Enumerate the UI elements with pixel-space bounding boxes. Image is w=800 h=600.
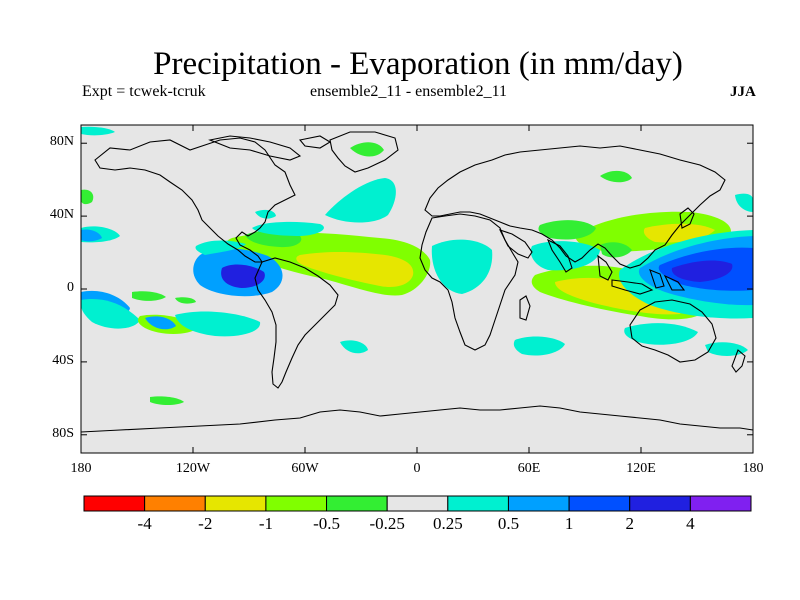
colorbar-swatch xyxy=(83,495,146,512)
contour-africa-cyan xyxy=(431,239,493,294)
contour-india-green xyxy=(600,242,632,258)
contour-south-pacific-green-small-2 xyxy=(175,297,196,304)
lat-label: 40S xyxy=(52,352,74,368)
coast-south-america xyxy=(254,257,339,389)
coast-africa xyxy=(419,213,519,351)
experiment-label: Expt = tcwek-tcruk xyxy=(82,83,206,100)
contour-europe-cyan xyxy=(255,209,276,219)
contour-south-pacific-cyan xyxy=(81,299,140,329)
colorbar-swatch xyxy=(144,495,206,512)
contour-south-pacific-light-blue-2 xyxy=(145,316,176,330)
colorbar-swatch xyxy=(204,495,267,512)
coast-japan xyxy=(679,207,695,229)
lat-label: 0 xyxy=(67,280,74,295)
colorbar-label: 4 xyxy=(686,514,695,533)
colorbar-label: -1 xyxy=(258,514,273,533)
colorbar-swatch xyxy=(568,495,631,512)
contour-west-pacific-deep-blue xyxy=(671,260,733,282)
lon-label: 180 xyxy=(70,461,92,476)
coast-greenland xyxy=(329,131,399,173)
lat-label: 80S xyxy=(52,425,74,441)
colorbar-label: -0.5 xyxy=(313,514,340,533)
contour-nw-pacific-green xyxy=(600,170,632,183)
contour-fields xyxy=(81,126,753,405)
colorbar-label: 0.5 xyxy=(497,514,520,533)
contour-north-atlantic-cyan xyxy=(325,178,396,223)
contour-south-atlantic-green xyxy=(150,396,184,405)
colorbar-label: 2 xyxy=(625,514,634,533)
coast-antarctica xyxy=(81,405,753,433)
coast-madagascar xyxy=(519,295,531,321)
ensemble-label: ensemble2_11 - ensemble2_11 xyxy=(310,83,507,100)
lat-label: 80N xyxy=(49,134,74,150)
coast-se-asia xyxy=(597,254,686,295)
colorbar-swatch xyxy=(507,495,570,512)
longitude-ticks xyxy=(80,125,754,453)
plot-title: Precipitation - Evaporation (in mm/day) xyxy=(153,46,683,82)
coast-new-zealand xyxy=(731,349,746,373)
contour-left-edge-green xyxy=(81,189,94,205)
colorbar-label: 0.25 xyxy=(432,514,463,533)
contour-subtropical-cyan xyxy=(252,221,324,236)
contour-east-pacific-cyan-ring xyxy=(195,240,246,255)
contour-top-left-cyan xyxy=(81,126,115,136)
colorbar-swatch xyxy=(265,495,328,512)
contour-far-right-cyan xyxy=(735,193,753,212)
colorbar-swatch xyxy=(326,495,388,512)
contour-east-pacific-blue xyxy=(221,264,265,288)
latitude-ticks xyxy=(81,142,753,436)
colorbar-swatch xyxy=(447,495,509,512)
contour-south-pacific-cyan-2 xyxy=(175,311,261,337)
colorbar-swatch xyxy=(689,495,752,512)
lon-label: 180 xyxy=(742,461,764,476)
colorbar-swatch xyxy=(629,495,691,512)
contour-indian-ocean-cyan xyxy=(513,336,565,356)
colorbar-swatch xyxy=(386,495,449,512)
colorbar-label: -4 xyxy=(137,514,152,533)
colorbar-label: 1 xyxy=(564,514,574,533)
contour-left-edge-blue-north xyxy=(81,229,102,242)
season-label: JJA xyxy=(730,84,756,100)
coast-arabia-india xyxy=(498,229,573,273)
contour-south-america-cyan xyxy=(340,340,368,354)
contour-bay-bengal-green xyxy=(538,220,596,240)
colorbar xyxy=(83,495,752,512)
lon-label: 0 xyxy=(413,461,421,476)
colorbar-label: -2 xyxy=(198,514,213,533)
contour-greenland-green xyxy=(350,142,384,157)
contour-atlantic-itcz-yellow xyxy=(296,251,414,287)
contour-south-pacific-green-small xyxy=(132,291,166,301)
coast-australia xyxy=(629,299,717,363)
colorbar-label: -0.25 xyxy=(369,514,405,533)
coast-north-america xyxy=(94,137,296,263)
lon-label: 60E xyxy=(517,461,541,476)
coast-arctic-islands xyxy=(208,135,332,161)
contour-south-indian-cyan xyxy=(624,323,698,345)
lon-label: 60W xyxy=(291,461,319,476)
coastlines xyxy=(81,131,753,433)
lat-label: 40N xyxy=(49,207,74,223)
lon-label: 120E xyxy=(626,461,656,476)
coast-eurasia xyxy=(424,145,726,269)
lon-label: 120W xyxy=(175,461,211,476)
